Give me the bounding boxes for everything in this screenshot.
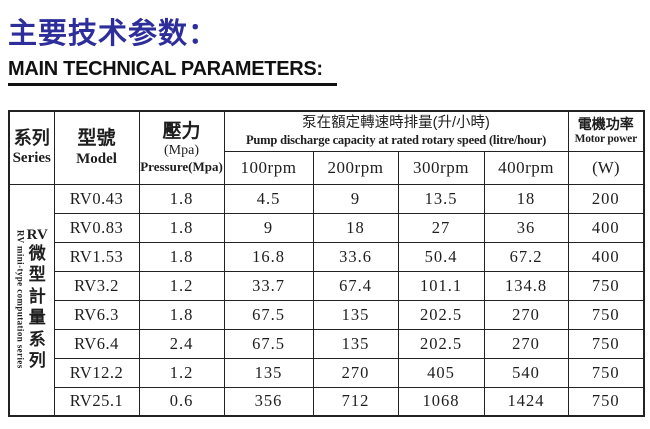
capacity-200rpm-cell: 9 [312, 183, 399, 214]
series-rv-label: RV [26, 227, 48, 244]
motor-power-cell: 750 [567, 328, 645, 359]
model-cell: RV0.83 [53, 212, 140, 243]
pressure-cell: 1.8 [138, 299, 225, 330]
capacity-300rpm-cell: 50.4 [397, 241, 485, 272]
table-row: RV3.2 1.2 33.7 67.4 101.1 134.8 750 [9, 270, 645, 301]
technical-parameters-table: 系列 Series 型號 Model 壓力 (Mpa) Pressure(Mpa… [8, 110, 646, 417]
capacity-300rpm-cell: 27 [397, 212, 485, 243]
header-row-1: 系列 Series 型號 Model 壓力 (Mpa) Pressure(Mpa… [8, 110, 645, 185]
capacity-300rpm-cell: 1068 [397, 386, 485, 417]
series-zh-chars: 微型計量系列 [28, 244, 46, 371]
capacity-200rpm-cell: 135 [312, 328, 399, 359]
capacity-100rpm-cell: 9 [223, 212, 314, 243]
pressure-cell: 0.6 [138, 386, 225, 417]
pressure-cell: 1.8 [138, 183, 225, 214]
page-title-en: MAIN TECHNICAL PARAMETERS: [8, 58, 337, 86]
capacity-300rpm-cell: 101.1 [397, 270, 485, 301]
model-cell: RV25.1 [53, 386, 140, 417]
table-row: RV25.1 0.6 356 712 1068 1424 750 [9, 386, 645, 417]
pressure-header-unit: (Mpa) [164, 143, 199, 159]
model-header-cell: 型號 Model [53, 110, 140, 185]
capacity-group-header-cell: 泵在額定轉速時排量(升/小時) Pump discharge capacity … [223, 110, 569, 152]
motor-power-cell: 750 [567, 299, 645, 330]
table-row: RV mini-type computation series RV 微型計量系… [8, 183, 645, 417]
capacity-200rpm-cell: 135 [312, 299, 399, 330]
page-title-zh: 主要技术参数： [8, 18, 219, 50]
capacity-200rpm-cell: 33.6 [312, 241, 399, 272]
capacity-200rpm-cell: 270 [312, 357, 399, 388]
pressure-cell: 1.2 [138, 270, 225, 301]
capacity-300rpm-cell: 405 [397, 357, 485, 388]
pressure-header-zh: 壓力 [162, 121, 201, 143]
capacity-100rpm-cell: 33.7 [223, 270, 314, 301]
motor-power-cell: 750 [567, 386, 645, 417]
motor-power-cell: 750 [567, 357, 645, 388]
capacity-400rpm-cell: 134.8 [483, 270, 569, 301]
capacity-100rpm-cell: 67.5 [223, 328, 314, 359]
series-header-cell: 系列 Series [8, 110, 55, 185]
model-cell: RV3.2 [53, 270, 140, 301]
capacity-300rpm-cell: 202.5 [397, 328, 485, 359]
table-row: RV1.53 1.8 16.8 33.6 50.4 67.2 400 [9, 241, 645, 272]
series-body-cell: RV mini-type computation series RV 微型計量系… [8, 183, 55, 417]
motor-power-cell: 750 [567, 270, 645, 301]
table-row: RV6.3 1.8 67.5 135 202.5 270 750 [9, 299, 645, 330]
motor-power-cell: 400 [567, 241, 645, 272]
capacity-200rpm-cell: 67.4 [312, 270, 399, 301]
motor-power-cell: 200 [567, 183, 645, 214]
series-header-zh: 系列 [13, 128, 50, 149]
series-header-en: Series [12, 150, 51, 167]
pressure-header-en: Pressure(Mpa) [140, 158, 223, 174]
pressure-cell: 1.8 [138, 212, 225, 243]
model-cell: RV6.3 [53, 299, 140, 330]
capacity-300rpm-cell: 202.5 [397, 299, 485, 330]
pressure-cell: 1.8 [138, 241, 225, 272]
rpm-100-header-cell: 100rpm [223, 150, 314, 185]
series-name-zh-vertical: RV 微型計量系列 [27, 228, 48, 371]
capacity-400rpm-cell: 1424 [483, 386, 569, 417]
capacity-100rpm-cell: 16.8 [223, 241, 314, 272]
model-header-en: Model [76, 150, 117, 167]
pressure-header-cell: 壓力 (Mpa) Pressure(Mpa) [138, 110, 225, 185]
pressure-cell: 1.2 [138, 357, 225, 388]
series-name-en-vertical: RV mini-type computation series [15, 230, 26, 370]
capacity-300rpm-cell: 13.5 [397, 183, 485, 214]
watt-unit-cell: (W) [567, 150, 645, 185]
motor-power-cell: 400 [567, 212, 645, 243]
table-row: RV0.83 1.8 9 18 27 36 400 [9, 212, 645, 243]
motor-power-header-en: Motor power [574, 133, 638, 146]
capacity-100rpm-cell: 4.5 [223, 183, 314, 214]
rpm-400-header-cell: 400rpm [483, 150, 569, 185]
model-header-zh: 型號 [77, 127, 116, 149]
motor-power-header-zh: 電機功率 [577, 116, 634, 133]
capacity-100rpm-cell: 356 [223, 386, 314, 417]
rpm-300-header-cell: 300rpm [397, 150, 485, 185]
capacity-400rpm-cell: 270 [483, 299, 569, 330]
motor-power-header-cell: 電機功率 Motor power [567, 110, 645, 152]
rpm-200-header-cell: 200rpm [312, 150, 399, 185]
capacity-400rpm-cell: 18 [483, 183, 569, 214]
capacity-400rpm-cell: 67.2 [483, 241, 569, 272]
capacity-200rpm-cell: 18 [312, 212, 399, 243]
capacity-400rpm-cell: 270 [483, 328, 569, 359]
model-cell: RV12.2 [53, 357, 140, 388]
capacity-100rpm-cell: 135 [223, 357, 314, 388]
header-row-2: 100rpm 200rpm 300rpm 400rpm (W) [9, 150, 645, 185]
capacity-header-en: Pump discharge capacity at rated rotary … [246, 132, 547, 147]
table-row: RV12.2 1.2 135 270 405 540 750 [9, 357, 645, 388]
table-row: RV6.4 2.4 67.5 135 202.5 270 750 [9, 328, 645, 359]
capacity-100rpm-cell: 67.5 [223, 299, 314, 330]
capacity-400rpm-cell: 36 [483, 212, 569, 243]
capacity-200rpm-cell: 712 [312, 386, 399, 417]
model-cell: RV0.43 [53, 183, 140, 214]
model-cell: RV1.53 [53, 241, 140, 272]
model-cell: RV6.4 [53, 328, 140, 359]
capacity-header-zh: 泵在額定轉速時排量(升/小時) [302, 115, 490, 132]
capacity-400rpm-cell: 540 [483, 357, 569, 388]
pressure-cell: 2.4 [138, 328, 225, 359]
